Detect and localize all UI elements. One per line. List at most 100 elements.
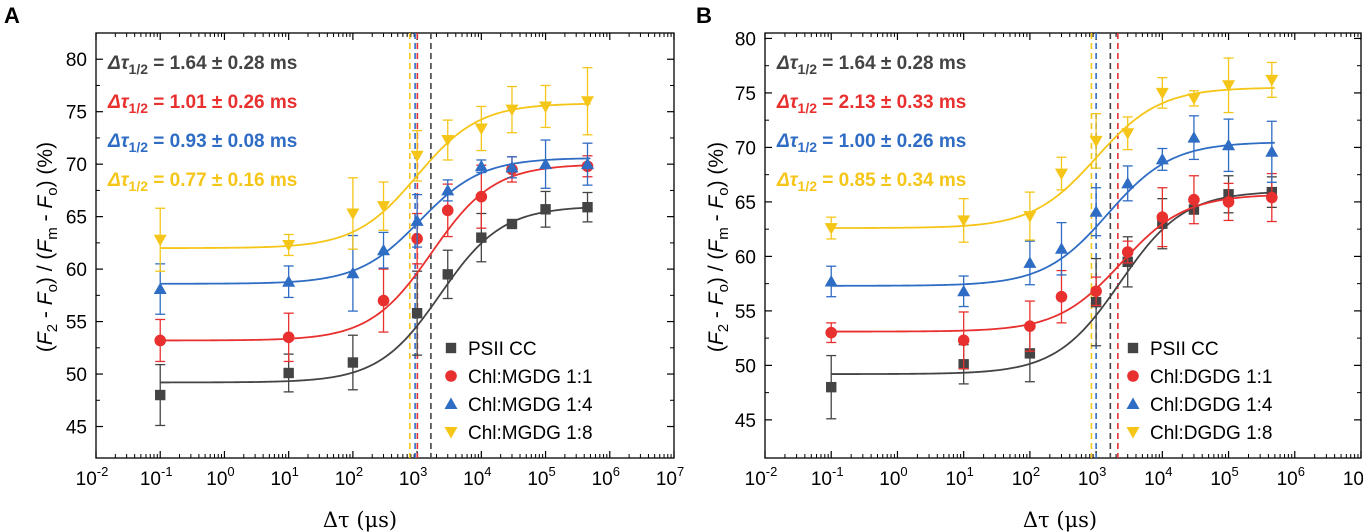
- y-tick-label: 50: [66, 365, 87, 386]
- x-axis-label-a: Δτ (μs): [323, 508, 397, 532]
- panel-label-b: B: [696, 3, 712, 28]
- panel-label-a: A: [4, 3, 20, 28]
- plot-frame: [764, 32, 1362, 459]
- data-point: [410, 214, 424, 226]
- x-axis-label-b: Δτ (μs): [1023, 508, 1097, 532]
- data-point: [1188, 193, 1200, 206]
- data-point: [506, 218, 518, 230]
- legend-marker: [1126, 397, 1140, 409]
- y-axis-label-b: (F2 - Fo) / (Fm - Fo) (%): [705, 142, 732, 352]
- data-point: [377, 201, 391, 213]
- y-tick-label: 60: [66, 260, 87, 281]
- x-tick-label: 107: [1343, 464, 1363, 490]
- data-point: [282, 275, 296, 287]
- data-point: [1155, 152, 1169, 165]
- x-tick-label: 10-2: [76, 464, 109, 490]
- x-tick-label: 107: [656, 464, 684, 490]
- x-tick-label: 101: [270, 464, 298, 490]
- y-tick-label: 55: [735, 302, 756, 323]
- data-point: [1090, 285, 1102, 298]
- data-point: [540, 204, 551, 215]
- data-point: [1023, 211, 1037, 223]
- fit-curve: [831, 141, 1275, 287]
- data-point: [1156, 211, 1169, 223]
- data-point: [1187, 131, 1201, 143]
- x-tick-label: 10-2: [745, 464, 778, 490]
- x-tick-label: 10-1: [140, 464, 173, 490]
- data-point: [1054, 168, 1068, 181]
- x-tick-label: 103: [399, 464, 427, 490]
- data-point: [441, 183, 455, 196]
- data-point: [441, 204, 454, 217]
- plot-frame: [95, 32, 675, 459]
- y-axis-label-a: (F2 - Fo) / (Fm - Fo) (%): [34, 142, 61, 352]
- data-point: [377, 294, 390, 307]
- data-point: [377, 243, 391, 256]
- data-point: [505, 160, 519, 173]
- data-point: [154, 334, 167, 347]
- data-point: [1089, 135, 1103, 148]
- data-point: [1222, 138, 1236, 151]
- legend-marker: [445, 370, 457, 382]
- x-tick-label: 104: [463, 464, 491, 490]
- y-tick-label: 60: [735, 247, 756, 268]
- data-point: [581, 157, 595, 170]
- legend-marker: [444, 427, 458, 439]
- y-tick-label: 55: [66, 313, 87, 334]
- data-point: [1055, 290, 1068, 303]
- data-point: [1121, 176, 1135, 189]
- data-point: [824, 223, 838, 235]
- data-point: [283, 367, 294, 379]
- half-time-annotation: Δτ1/2 = 1.01 ± 0.26 ms: [107, 92, 297, 116]
- data-point: [505, 104, 519, 117]
- data-point: [441, 135, 455, 147]
- x-tick-label: 101: [945, 464, 973, 490]
- data-point: [474, 159, 488, 172]
- half-time-annotation: Δτ1/2 = 1.64 ± 0.28 ms: [107, 53, 297, 77]
- legend-label: Chl:DGDG 1:1: [1150, 367, 1272, 388]
- half-time-annotation: Δτ1/2 = 0.85 ± 0.34 ms: [776, 170, 966, 194]
- data-point: [582, 201, 593, 213]
- data-point: [825, 326, 838, 339]
- data-point: [282, 331, 295, 344]
- data-point: [411, 307, 423, 319]
- data-point: [347, 357, 359, 368]
- y-tick-label: 65: [66, 208, 87, 229]
- x-tick-label: 103: [1078, 464, 1106, 490]
- data-point: [1266, 191, 1278, 204]
- data-point: [1222, 196, 1235, 208]
- data-point: [1222, 80, 1236, 92]
- data-point: [153, 234, 167, 247]
- y-tick-label: 75: [735, 84, 756, 105]
- fit-curve: [160, 206, 591, 384]
- fit-curve: [160, 102, 591, 249]
- data-point: [957, 215, 971, 227]
- legend-marker: [444, 397, 458, 409]
- x-tick-label: 106: [1277, 464, 1305, 490]
- data-point: [826, 381, 837, 393]
- legend-label: PSII CC: [1150, 339, 1219, 360]
- x-tick-label: 102: [335, 464, 363, 490]
- data-point: [153, 282, 167, 295]
- data-point: [581, 96, 595, 108]
- data-point: [1054, 242, 1068, 254]
- panel-a: A (F2 - Fo) / (Fm - Fo) (%) Δτ (μs) 10-2…: [4, 3, 684, 532]
- y-tick-label: 80: [66, 50, 87, 71]
- data-point: [957, 334, 970, 347]
- x-tick-label: 100: [879, 464, 907, 490]
- y-tick-label: 70: [66, 155, 87, 176]
- fit-curve: [160, 157, 591, 285]
- legend-marker: [445, 342, 457, 354]
- legend-marker: [1126, 427, 1140, 439]
- x-tick-label: 106: [592, 464, 620, 490]
- y-tick-label: 80: [735, 29, 756, 50]
- data-point: [1187, 93, 1201, 105]
- y-tick-label: 70: [735, 138, 756, 159]
- fit-curve: [831, 87, 1275, 229]
- data-point: [1121, 128, 1135, 140]
- half-time-annotation: Δτ1/2 = 2.13 ± 0.33 ms: [776, 92, 966, 116]
- x-tick-label: 104: [1144, 464, 1172, 490]
- data-point: [1089, 205, 1103, 217]
- data-point: [474, 123, 488, 135]
